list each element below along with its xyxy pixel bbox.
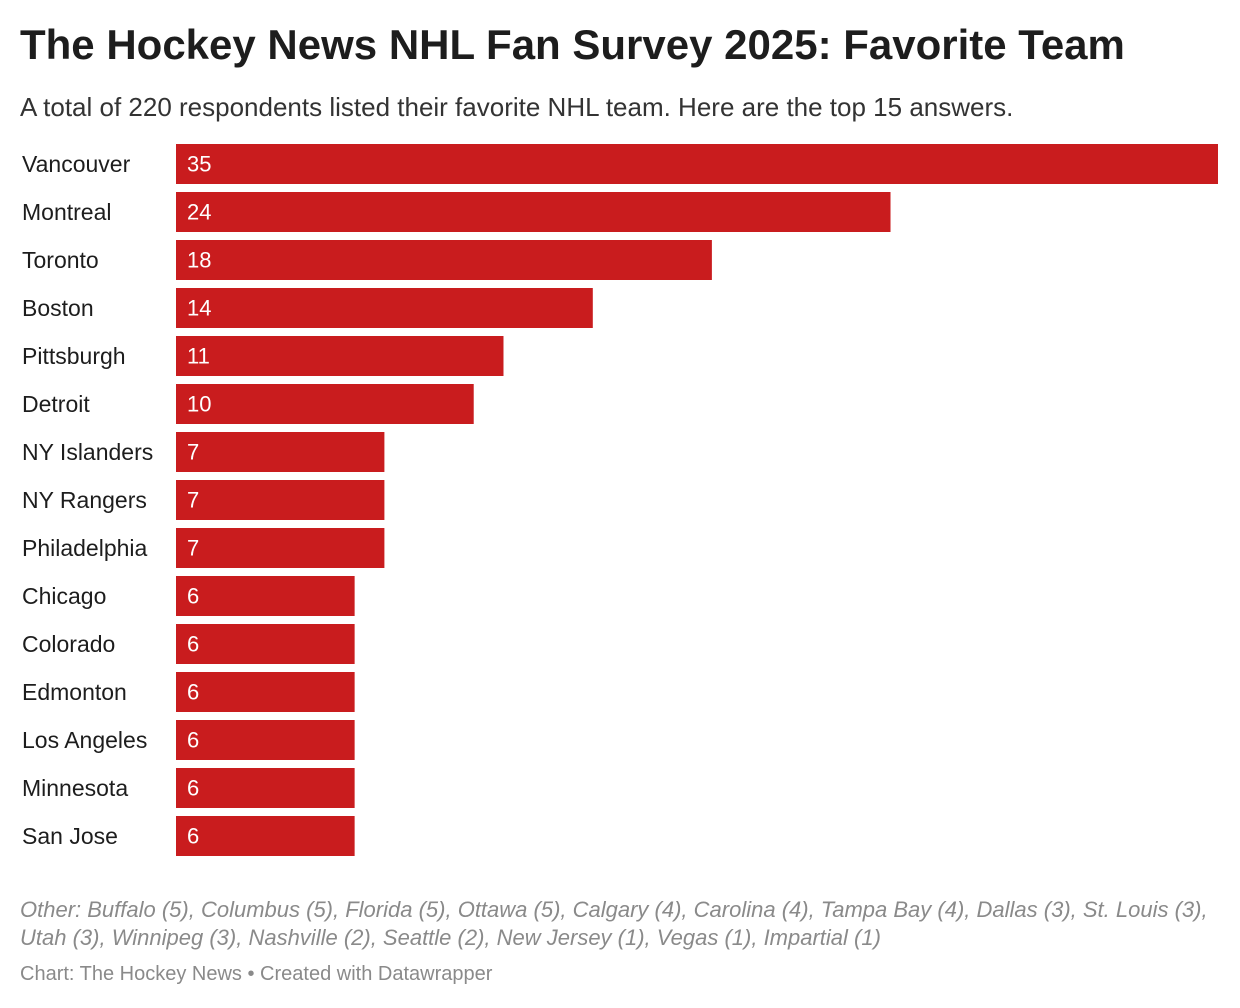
value-label: 6 <box>187 728 199 753</box>
category-label: NY Islanders <box>22 439 153 465</box>
category-label: Toronto <box>22 247 99 273</box>
category-label: Philadelphia <box>22 535 148 561</box>
bar <box>176 624 355 664</box>
category-label: Detroit <box>22 391 90 417</box>
category-label: San Jose <box>22 823 118 849</box>
bar-chart: Vancouver 35 Montreal 24 Toronto 18 Boston 14 Pi… <box>22 144 1218 856</box>
category-label: Edmonton <box>22 679 127 705</box>
value-label: 6 <box>187 776 199 801</box>
category-label: Chicago <box>22 583 106 609</box>
value-label: 6 <box>187 584 199 609</box>
value-label: 10 <box>187 392 211 417</box>
category-label: NY Rangers <box>22 487 147 513</box>
category-label: Los Angeles <box>22 727 147 753</box>
category-label: Minnesota <box>22 775 128 801</box>
other-teams-note: Other: Buffalo (5), Columbus (5), Florid… <box>20 897 1208 950</box>
bar <box>176 528 385 568</box>
value-label: 6 <box>187 632 199 657</box>
value-label: 18 <box>187 248 211 273</box>
bar <box>176 720 355 760</box>
bar <box>176 192 891 232</box>
value-label: 6 <box>187 824 199 849</box>
value-label: 14 <box>187 296 211 321</box>
bar <box>176 768 355 808</box>
bar <box>176 240 712 280</box>
bar <box>176 336 504 376</box>
bar <box>176 576 355 616</box>
bar <box>176 384 474 424</box>
bar <box>176 432 385 472</box>
value-label: 7 <box>187 488 199 513</box>
value-label: 24 <box>187 200 211 225</box>
value-label: 6 <box>187 680 199 705</box>
value-label: 7 <box>187 440 199 465</box>
category-label: Pittsburgh <box>22 343 126 369</box>
chart-subtitle: A total of 220 respondents listed their … <box>20 92 1014 122</box>
bar <box>176 288 593 328</box>
category-label: Boston <box>22 295 94 321</box>
bar <box>176 672 355 712</box>
value-label: 11 <box>187 344 210 369</box>
chart-title: The Hockey News NHL Fan Survey 2025: Fav… <box>20 21 1125 68</box>
value-label: 35 <box>187 152 211 177</box>
value-label: 7 <box>187 536 199 561</box>
chart-credit: Chart: The Hockey News • Created with Da… <box>20 963 493 985</box>
bar <box>176 816 355 856</box>
category-label: Vancouver <box>22 151 131 177</box>
category-label: Colorado <box>22 631 115 657</box>
bar <box>176 480 385 520</box>
bar <box>176 144 1218 184</box>
category-label: Montreal <box>22 199 111 225</box>
